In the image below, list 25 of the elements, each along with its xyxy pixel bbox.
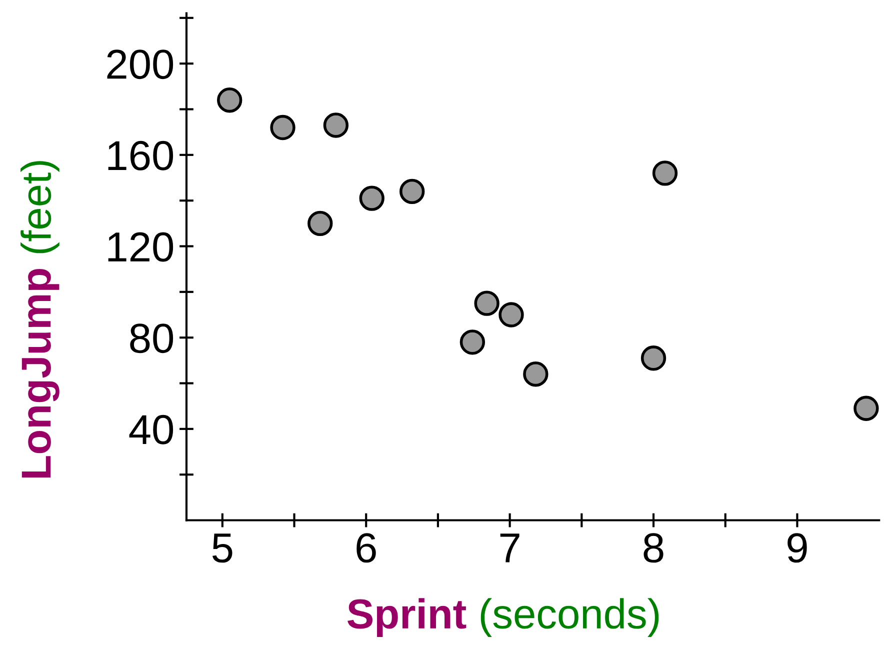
y-tick-label: 120 [108, 232, 174, 262]
point [400, 178, 425, 204]
point [498, 302, 524, 328]
point [652, 160, 678, 186]
x-axis-title: Sprint (seconds) [348, 598, 659, 637]
x-tick-label: 5 [212, 534, 232, 563]
point [323, 112, 349, 138]
point [308, 210, 333, 236]
y-tick-label: 40 [129, 414, 174, 444]
x-tick-label: 8 [644, 533, 664, 563]
point [270, 114, 296, 140]
y-axis-title: LongJump (feet) [20, 161, 60, 478]
point [854, 396, 879, 421]
x-tick-label: 9 [788, 533, 807, 563]
point [474, 290, 500, 316]
point [460, 330, 486, 355]
x-tick-label: 6 [356, 533, 376, 563]
point [523, 362, 548, 387]
y-tick-label: 80 [130, 324, 174, 354]
point [640, 346, 666, 371]
x-tick-label: 7 [500, 534, 520, 562]
y-tick-label: 160 [108, 140, 174, 170]
point [217, 88, 242, 113]
y-tick-label: 200 [107, 50, 174, 80]
point [359, 186, 384, 211]
